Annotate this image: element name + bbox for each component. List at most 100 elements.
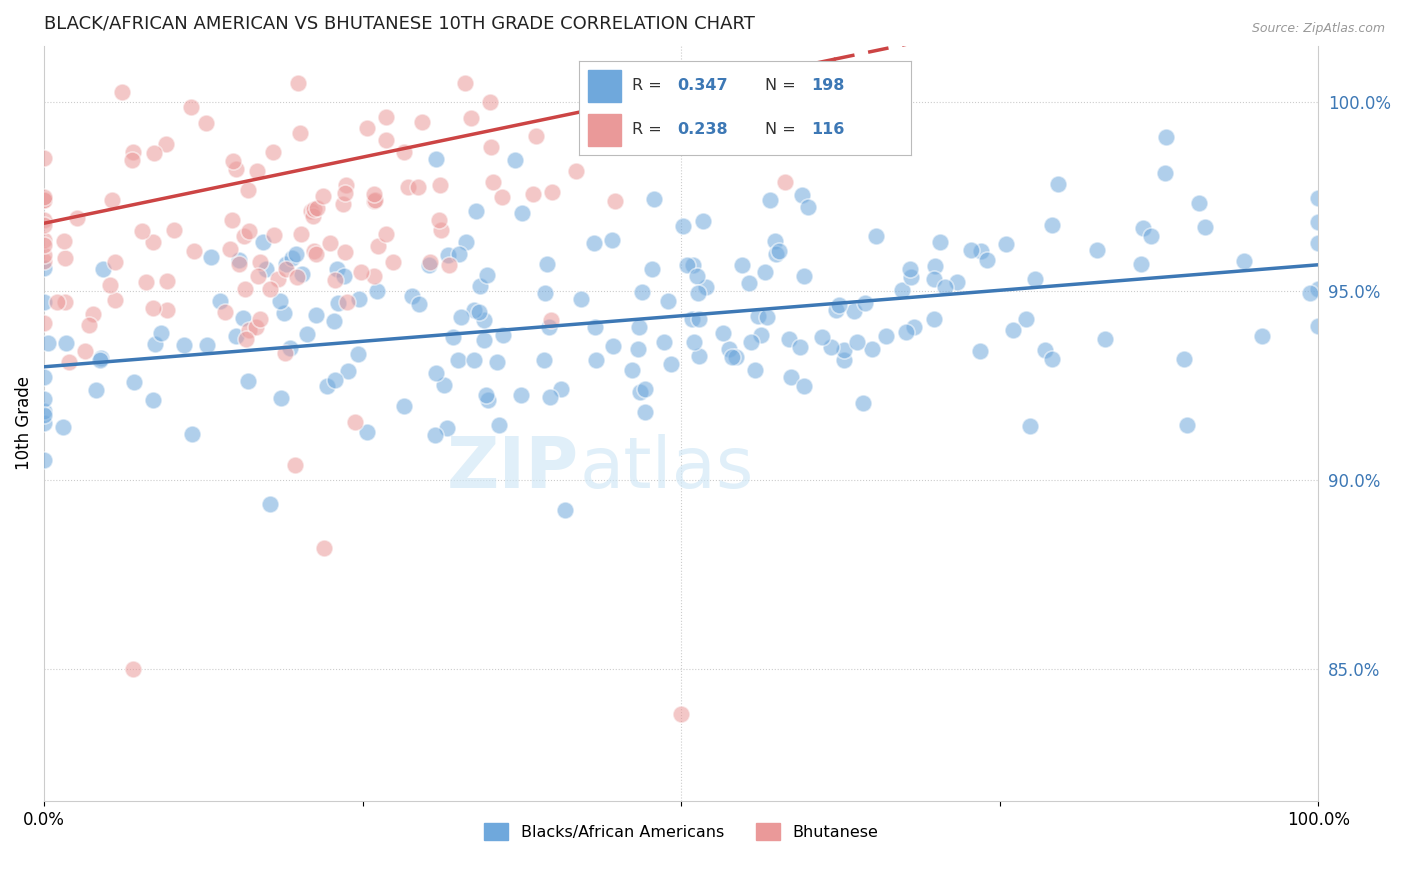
Point <box>367 239 389 253</box>
Point <box>683 334 706 349</box>
Point <box>433 378 456 392</box>
Point <box>333 269 356 284</box>
Point <box>628 319 651 334</box>
Point <box>1040 218 1063 232</box>
Point <box>630 285 652 299</box>
Point <box>323 272 346 286</box>
Point <box>246 268 269 283</box>
Point <box>104 255 127 269</box>
Point <box>976 253 998 268</box>
Point <box>53 295 76 310</box>
Point <box>634 382 657 396</box>
Point <box>111 85 134 99</box>
Point <box>441 330 464 344</box>
Point <box>142 235 165 249</box>
Text: Source: ZipAtlas.com: Source: ZipAtlas.com <box>1251 22 1385 36</box>
Point <box>419 255 441 269</box>
Point <box>688 349 710 363</box>
Point <box>924 260 946 274</box>
Point <box>37 335 59 350</box>
Point <box>934 280 956 294</box>
Point <box>538 390 561 404</box>
Point <box>323 373 346 387</box>
Point <box>32 233 55 247</box>
Point <box>1040 352 1063 367</box>
Point <box>305 247 328 261</box>
Point <box>946 275 969 289</box>
Point <box>406 180 429 194</box>
Point <box>675 259 697 273</box>
Point <box>236 183 259 197</box>
Point <box>375 133 398 147</box>
Point <box>121 153 143 167</box>
Point <box>32 213 55 227</box>
Point <box>156 274 179 288</box>
Point <box>463 352 485 367</box>
Point <box>280 252 302 266</box>
Point <box>713 326 735 340</box>
Point <box>1308 215 1330 229</box>
Point <box>73 344 96 359</box>
Point <box>356 120 378 135</box>
Point <box>894 325 917 339</box>
Point <box>401 288 423 302</box>
Point <box>846 335 869 350</box>
Point <box>865 228 887 243</box>
Point <box>228 257 250 271</box>
Point <box>288 126 311 140</box>
Point <box>314 541 336 555</box>
Point <box>262 145 284 159</box>
Point <box>305 308 328 322</box>
Point <box>322 313 344 327</box>
Point <box>101 194 124 208</box>
Point <box>491 190 513 204</box>
Point <box>585 353 607 368</box>
Point <box>32 189 55 203</box>
Point <box>408 297 430 311</box>
Point <box>32 218 55 232</box>
Point <box>91 261 114 276</box>
Point <box>326 296 349 310</box>
Y-axis label: 10th Grade: 10th Grade <box>15 376 32 470</box>
Point <box>832 353 855 368</box>
Point <box>284 458 307 472</box>
Point <box>1002 323 1025 337</box>
Point <box>929 235 952 249</box>
Point <box>287 77 309 91</box>
Point <box>382 255 405 269</box>
Point <box>266 272 288 286</box>
Text: atlas: atlas <box>579 434 754 503</box>
Point <box>396 180 419 194</box>
Point <box>346 346 368 360</box>
Point <box>652 334 675 349</box>
Point <box>270 391 292 405</box>
Point <box>475 268 498 282</box>
Text: BLACK/AFRICAN AMERICAN VS BHUTANESE 10TH GRADE CORRELATION CHART: BLACK/AFRICAN AMERICAN VS BHUTANESE 10TH… <box>44 15 755 33</box>
Point <box>209 293 232 308</box>
Point <box>474 313 496 327</box>
Point <box>585 126 607 140</box>
Point <box>1308 236 1330 251</box>
Point <box>1251 329 1274 343</box>
Point <box>259 282 281 296</box>
Point <box>290 227 312 242</box>
Point <box>374 110 396 124</box>
Point <box>540 185 562 199</box>
Point <box>364 193 387 207</box>
Point <box>773 175 796 189</box>
Point <box>103 293 125 307</box>
Point <box>744 362 766 376</box>
Point <box>32 253 55 268</box>
Point <box>478 95 501 110</box>
Point <box>582 236 605 251</box>
Point <box>740 335 762 350</box>
Point <box>276 257 298 271</box>
Point <box>725 350 748 364</box>
Point <box>969 344 991 359</box>
Point <box>142 301 165 315</box>
Point <box>333 245 356 260</box>
Point <box>1299 285 1322 300</box>
Point <box>759 193 782 207</box>
Point <box>793 378 815 392</box>
Point <box>336 364 359 378</box>
